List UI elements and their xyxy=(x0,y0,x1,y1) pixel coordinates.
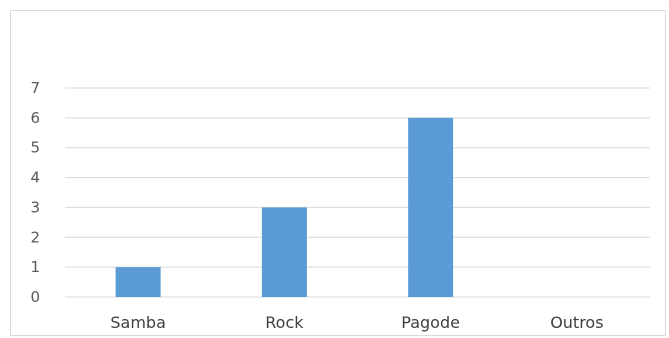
bar-samba xyxy=(115,267,161,297)
y-tick-label-6: 6 xyxy=(30,109,40,127)
bar-pagode xyxy=(408,117,454,297)
y-axis-tick-labels: 0 1 2 3 4 5 6 7 xyxy=(30,79,40,306)
x-tick-label-pagode: Pagode xyxy=(401,313,460,332)
x-tick-label-outros: Outros xyxy=(550,313,603,332)
x-axis-category-labels: Samba Rock Pagode Outros xyxy=(110,313,603,332)
y-tick-label-4: 4 xyxy=(30,169,40,187)
y-tick-label-1: 1 xyxy=(30,258,40,276)
y-tick-label-3: 3 xyxy=(30,198,40,216)
gridlines xyxy=(65,87,650,298)
x-tick-label-samba: Samba xyxy=(110,313,166,332)
bars xyxy=(115,117,454,297)
y-tick-label-5: 5 xyxy=(30,139,40,157)
y-tick-label-2: 2 xyxy=(30,228,40,246)
y-tick-label-7: 7 xyxy=(30,79,40,97)
y-tick-label-0: 0 xyxy=(30,288,40,306)
bar-rock xyxy=(261,207,307,297)
x-tick-label-rock: Rock xyxy=(265,313,304,332)
